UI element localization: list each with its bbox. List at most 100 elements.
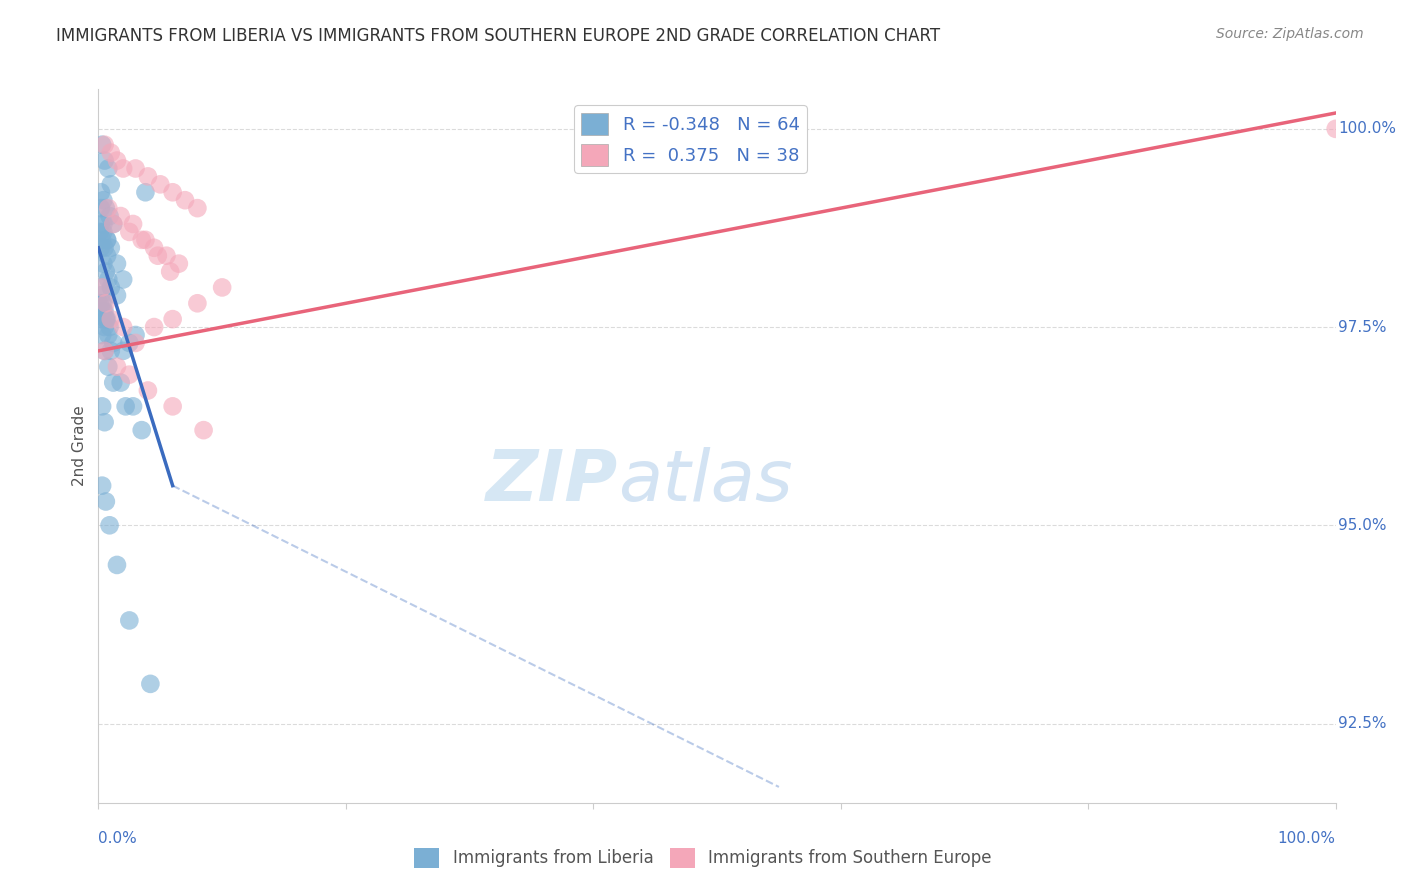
Point [90, 288, 112, 302]
Point [98, 518, 121, 533]
Point [98, 209, 121, 223]
Point [118, 335, 141, 350]
Point [91, 280, 114, 294]
Point [110, 376, 132, 390]
Point [112, 320, 135, 334]
Point [103, 217, 125, 231]
Point [90, 280, 112, 294]
Point [93, 343, 115, 358]
Text: ZIP: ZIP [486, 447, 619, 516]
Point [143, 320, 166, 334]
Point [91, 328, 114, 343]
Point [97, 161, 120, 176]
Point [103, 376, 125, 390]
Point [112, 161, 135, 176]
Point [105, 359, 128, 374]
Text: atlas: atlas [619, 447, 793, 516]
Point [93, 153, 115, 168]
Point [136, 169, 159, 184]
Point [186, 296, 208, 310]
Point [186, 201, 208, 215]
Point [93, 296, 115, 310]
Point [94, 201, 117, 215]
Point [211, 280, 233, 294]
Point [131, 233, 153, 247]
Point [94, 264, 117, 278]
Point [146, 249, 169, 263]
Point [174, 193, 197, 207]
Point [162, 400, 184, 414]
Point [159, 264, 181, 278]
Point [94, 296, 117, 310]
Point [162, 186, 184, 200]
Point [93, 257, 115, 271]
Point [97, 201, 120, 215]
Point [118, 368, 141, 382]
Point [97, 359, 120, 374]
Point [122, 400, 145, 414]
Point [93, 304, 115, 318]
Point [93, 193, 115, 207]
Point [103, 335, 125, 350]
Point [91, 478, 114, 492]
Point [118, 614, 141, 628]
Point [1324, 121, 1347, 136]
Point [90, 241, 112, 255]
Point [155, 249, 177, 263]
Text: 100.0%: 100.0% [1278, 831, 1336, 847]
Point [122, 217, 145, 231]
Point [100, 145, 122, 160]
Point [96, 233, 118, 247]
Point [124, 161, 146, 176]
Point [97, 272, 120, 286]
Point [105, 558, 128, 572]
Point [96, 312, 118, 326]
Point [143, 241, 166, 255]
Point [91, 296, 114, 310]
Point [93, 137, 115, 152]
Point [134, 233, 156, 247]
Point [91, 312, 114, 326]
Text: 100.0%: 100.0% [1339, 121, 1396, 136]
Point [90, 186, 112, 200]
Point [105, 153, 128, 168]
Point [131, 423, 153, 437]
Point [118, 225, 141, 239]
Point [193, 423, 215, 437]
Point [136, 384, 159, 398]
Point [93, 241, 115, 255]
Point [93, 343, 115, 358]
Point [96, 249, 118, 263]
Point [105, 288, 128, 302]
Text: Source: ZipAtlas.com: Source: ZipAtlas.com [1216, 27, 1364, 41]
Point [91, 233, 114, 247]
Point [124, 328, 146, 343]
Text: 95.0%: 95.0% [1339, 517, 1386, 533]
Point [94, 312, 117, 326]
Point [100, 178, 122, 192]
Point [124, 335, 146, 350]
Legend: Immigrants from Liberia, Immigrants from Southern Europe: Immigrants from Liberia, Immigrants from… [408, 841, 998, 875]
Point [134, 186, 156, 200]
Point [98, 320, 121, 334]
Point [89, 225, 111, 239]
Text: 0.0%: 0.0% [98, 831, 138, 847]
Point [90, 201, 112, 215]
Point [110, 209, 132, 223]
Point [93, 217, 115, 231]
Point [100, 280, 122, 294]
Point [114, 400, 136, 414]
Point [162, 312, 184, 326]
Point [100, 343, 122, 358]
Point [100, 241, 122, 255]
Point [112, 272, 135, 286]
Point [94, 494, 117, 508]
Point [139, 677, 162, 691]
Point [149, 178, 172, 192]
Point [100, 312, 122, 326]
Point [93, 225, 115, 239]
Point [93, 415, 115, 429]
Point [94, 312, 117, 326]
Point [93, 320, 115, 334]
Point [91, 400, 114, 414]
